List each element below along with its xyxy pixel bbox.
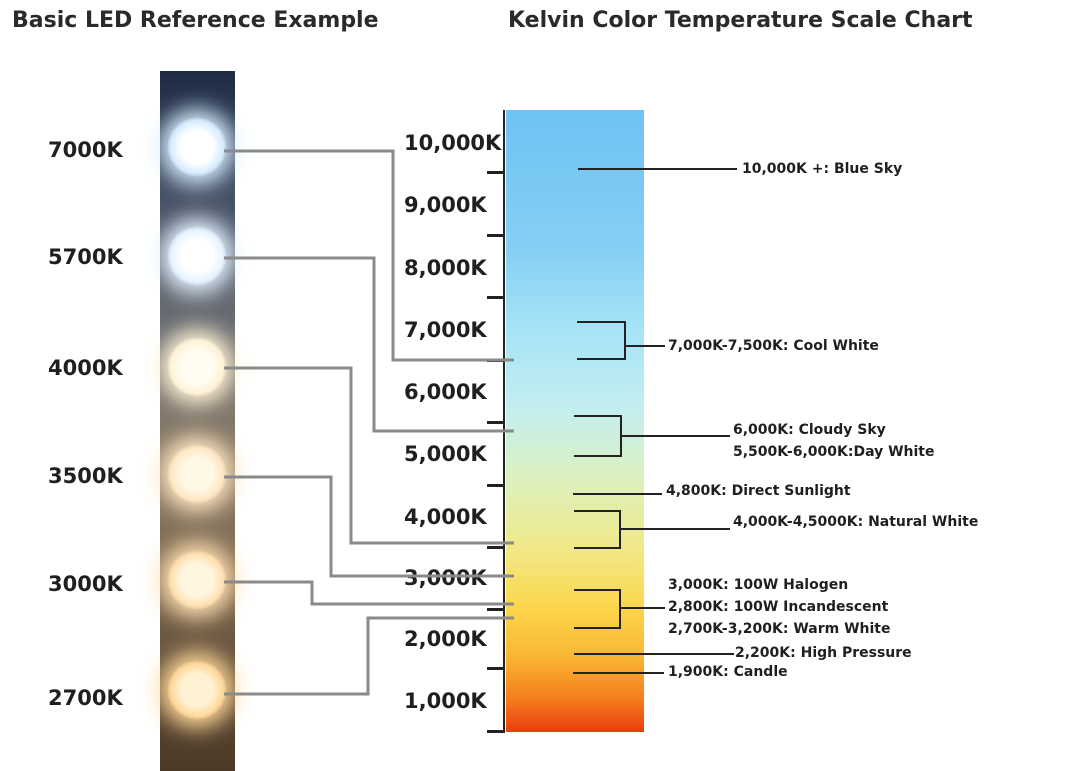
scale-tick-label: 6,000K [404, 380, 487, 404]
annotation-label: 2,200K: High Pressure [735, 645, 912, 661]
scale-tick-label: 5,000K [404, 442, 487, 466]
led-connector-line [224, 256, 514, 433]
scale-tick-mark [487, 546, 505, 549]
led-label: 3500K [48, 464, 123, 488]
led-label: 2700K [48, 686, 123, 710]
led-label: 5700K [48, 245, 123, 269]
annotation-label: 3,000K: 100W Halogen [668, 577, 849, 593]
led-5700k [167, 226, 227, 286]
led-strip [160, 71, 235, 771]
annotation-label: 4,000K-4,5000K: Natural White [733, 514, 979, 530]
scale-tick-label: 2,000K [404, 627, 487, 651]
led-label: 4000K [48, 356, 123, 380]
annotation-bracket-line [577, 321, 665, 360]
annotation-label: 2,700K-3,200K: Warm White [668, 621, 891, 637]
annotation-label: 10,000K +: Blue Sky [742, 161, 903, 177]
led-label: 7000K [48, 138, 123, 162]
scale-tick-mark [487, 421, 505, 424]
scale-tick-label: 10,000K [404, 131, 502, 155]
annotation-bracket-line [574, 510, 730, 549]
led-2700k [167, 660, 227, 720]
annotation-label: 6,000K: Cloudy Sky [733, 422, 886, 438]
annotation-label: 1,900K: Candle [668, 664, 788, 680]
scale-tick-label: 9,000K [404, 193, 487, 217]
led-connector-line [224, 475, 514, 578]
scale-tick-mark [487, 296, 505, 299]
scale-tick-mark [487, 484, 505, 487]
scale-tick-label: 7,000K [404, 318, 487, 342]
scale-tick-mark [487, 667, 505, 670]
annotation-bracket-line [574, 415, 730, 457]
led-label: 3000K [48, 572, 123, 596]
led-3000k [167, 550, 227, 610]
annotation-label: 4,800K: Direct Sunlight [666, 483, 851, 499]
annotation-label: 2,800K: 100W Incandescent [668, 599, 889, 615]
led-connector-line [224, 616, 514, 696]
scale-tick-label: 1,000K [404, 689, 487, 713]
annotation-bracket-line [574, 589, 665, 629]
right-title: Kelvin Color Temperature Scale Chart [508, 8, 973, 33]
scale-tick-mark [487, 730, 505, 733]
led-3500k [167, 444, 227, 504]
annotation-label: 5,500K-6,000K:Day White [733, 444, 935, 460]
led-7000k [167, 117, 227, 177]
scale-tick-label: 3,000K [404, 566, 487, 590]
annotation-label: 7,000K-7,500K: Cool White [668, 338, 879, 354]
scale-tick-label: 4,000K [404, 505, 487, 529]
scale-tick-mark [487, 171, 505, 174]
led-connector-line [224, 580, 514, 606]
scale-tick-label: 8,000K [404, 256, 487, 280]
led-connector-line [224, 366, 514, 545]
left-title: Basic LED Reference Example [12, 8, 379, 33]
scale-tick-mark [487, 234, 505, 237]
led-4000k [167, 337, 227, 397]
led-connector-line [224, 149, 514, 362]
scale-tick-mark [487, 608, 505, 611]
